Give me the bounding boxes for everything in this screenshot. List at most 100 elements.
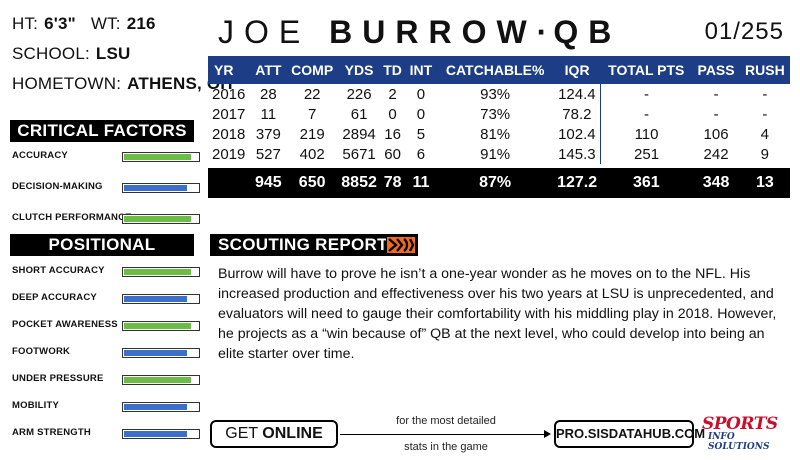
- sisdatahub-link[interactable]: PRO.SISDATAHUB.COM: [554, 420, 705, 448]
- factor-row: UNDER PRESSURE: [12, 373, 200, 387]
- scouting-report-text: Burrow will have to prove he isn’t a one…: [218, 266, 777, 362]
- factor-rating-fill: [124, 216, 191, 222]
- factor-label: DEEP ACCURACY: [12, 292, 97, 303]
- stats-column-header: ATT: [250, 56, 286, 84]
- stats-cell: 0: [416, 85, 426, 103]
- factor-label: ARM STRENGTH: [12, 427, 91, 438]
- stats-cell: 379: [255, 125, 281, 143]
- stats-cell: 61: [350, 105, 368, 123]
- factor-row: CLUTCH PERFORMANCE: [12, 212, 200, 226]
- stats-cell: -: [599, 104, 693, 124]
- stats-cell: 251: [599, 144, 693, 164]
- stats-cell: 11: [260, 105, 277, 123]
- stats-cell: 7: [307, 105, 317, 123]
- factor-rating-fill: [124, 269, 191, 275]
- stats-column-header: PASS: [692, 56, 740, 84]
- factor-rating-fill: [124, 431, 187, 437]
- factor-row: DEEP ACCURACY: [12, 292, 200, 306]
- factor-row: SHORT ACCURACY: [12, 265, 200, 279]
- stats-cell: 93%: [480, 85, 511, 103]
- factor-label: POCKET AWARENESS: [12, 319, 118, 330]
- logo-top-text: SPORTS: [702, 414, 778, 434]
- stats-header-row: YR ATT COMP YDS TD INT CATCHABLE% IQR TOTAL PTS P…: [208, 56, 790, 84]
- position: QB: [553, 14, 622, 50]
- tagline-line-1: for the most detailed: [396, 415, 496, 427]
- height-label: HT:: [12, 14, 39, 33]
- factor-row: ACCURACY: [12, 150, 200, 164]
- stats-cell: 102.4: [558, 125, 596, 143]
- stats-cell: 2894: [342, 125, 376, 143]
- stats-cell: 0: [416, 105, 426, 123]
- factor-rating-fill: [124, 296, 187, 302]
- stats-cell: 60: [384, 145, 401, 163]
- weight-label: WT:: [90, 14, 121, 33]
- name-separator: ·: [536, 14, 554, 50]
- factor-rating-fill: [124, 377, 191, 383]
- stats-cell: 124.4: [558, 85, 596, 103]
- stats-cell: 226: [346, 85, 372, 103]
- arrow-right-icon: [544, 430, 551, 438]
- factor-rating-bar: [122, 348, 200, 358]
- stats-total-cell: 348: [692, 168, 740, 198]
- factor-row: FOOTWORK: [12, 346, 200, 360]
- tagline-line-2: stats in the game: [404, 441, 488, 453]
- stats-row: 2016 28 22 226 2 0 93% 124.4- - -: [208, 84, 790, 104]
- factor-rating-fill: [124, 323, 191, 329]
- stats-table: YR ATT COMP YDS TD INT CATCHABLE% IQR TOTAL PTS P…: [208, 56, 790, 198]
- stats-cell: 2017: [212, 105, 246, 123]
- factor-label: SHORT ACCURACY: [12, 265, 105, 276]
- get-text: GET: [225, 425, 263, 442]
- team-logo-svg: [388, 238, 415, 252]
- stats-column-header: YDS: [338, 56, 380, 84]
- factor-rating-bar: [122, 429, 200, 439]
- stats-cell: 78.2: [562, 105, 592, 123]
- factor-row: MOBILITY: [12, 400, 200, 414]
- stats-cell: 73%: [480, 105, 511, 123]
- factor-rating-fill: [124, 350, 187, 356]
- stats-cell: 527: [255, 145, 281, 163]
- stats-cell: 6: [416, 145, 426, 163]
- stats-column-header: INT: [405, 56, 437, 84]
- factor-rating-bar: [122, 402, 200, 412]
- factor-rating-bar: [122, 183, 200, 193]
- stats-cell: 22: [303, 85, 321, 103]
- school: SCHOOL: LSU: [12, 44, 131, 64]
- critical-factors-header: CRITICAL FACTORS: [10, 120, 194, 142]
- stats-total-cell: 945: [250, 168, 286, 198]
- stats-cell: 106: [703, 125, 729, 143]
- weight-value: 216: [126, 14, 156, 33]
- stats-total-cell: [208, 168, 251, 198]
- sports-info-solutions-logo: SPORTS INFO SOLUTIONS: [702, 414, 794, 454]
- stats-cell: 91%: [480, 145, 511, 163]
- footer-tagline: for the most detailed stats in the game: [346, 412, 546, 456]
- factor-rating-bar: [122, 267, 200, 277]
- school-value: LSU: [95, 44, 131, 63]
- stats-row: 2017 11 7 61 0 0 73% 78.2- - -: [208, 104, 790, 124]
- online-text: ONLINE: [262, 425, 323, 442]
- scouting-report-header: SCOUTING REPORT: [210, 234, 418, 256]
- first-name: JOE: [218, 14, 311, 50]
- get-online-button[interactable]: GET ONLINE: [210, 420, 338, 448]
- factor-label: FOOTWORK: [12, 346, 71, 357]
- factor-rating-fill: [124, 404, 187, 410]
- stats-cell: -: [713, 85, 719, 103]
- stats-row: 2019 527 402 5671 60 6 91% 145.3 251 242 9: [208, 144, 790, 164]
- factor-label: CLUTCH PERFORMANCE: [12, 212, 132, 223]
- factor-row: ARM STRENGTH: [12, 427, 200, 441]
- stats-cell: 4: [760, 125, 770, 143]
- stats-column-header: COMP: [285, 56, 339, 84]
- stats-total-cell: 8852: [338, 168, 380, 198]
- stats-totals-row: 945 650 8852 78 11 87% 127.2 361 348 13: [208, 168, 790, 198]
- stats-cell: 16: [384, 125, 401, 143]
- stats-column-header: TOTAL PTS: [600, 56, 693, 84]
- scouting-report-title: SCOUTING REPORT: [218, 235, 388, 254]
- stats-cell: -: [599, 84, 693, 104]
- factor-row: POCKET AWARENESS: [12, 319, 200, 333]
- factor-rating-fill: [124, 154, 191, 160]
- factor-row: DECISION-MAKING: [12, 181, 200, 195]
- factor-rating-bar: [122, 214, 200, 224]
- footer-arrow-line: [340, 434, 548, 435]
- hometown-label: HOMETOWN:: [12, 74, 122, 93]
- player-rank: 01/255: [704, 18, 784, 45]
- stats-cell: -: [713, 105, 719, 123]
